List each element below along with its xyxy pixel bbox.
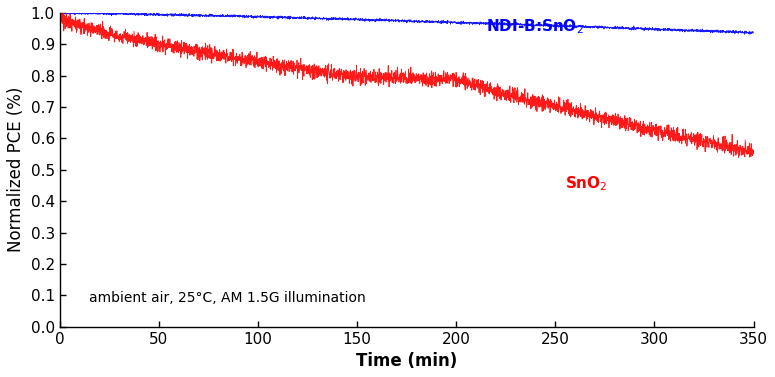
Y-axis label: Normalized PCE (%): Normalized PCE (%) [7,87,25,253]
Text: NDI-B:SnO$_2$: NDI-B:SnO$_2$ [486,18,584,37]
Text: SnO$_2$: SnO$_2$ [565,175,608,193]
X-axis label: Time (min): Time (min) [356,352,457,370]
Text: ambient air, 25°C, AM 1.5G illumination: ambient air, 25°C, AM 1.5G illumination [89,291,366,305]
